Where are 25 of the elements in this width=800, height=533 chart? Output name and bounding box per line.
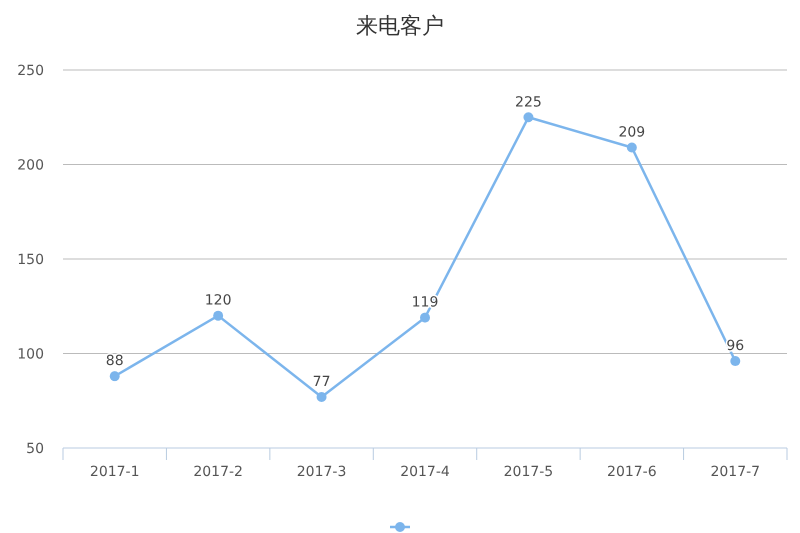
data-label: 88 — [106, 353, 124, 370]
point — [213, 310, 224, 321]
y-tick-label: 250 — [17, 63, 44, 79]
point — [110, 371, 120, 382]
x-tick-label: 2017-5 — [504, 464, 554, 480]
x-tick-label: 2017-6 — [607, 464, 657, 480]
chart-title: 来电客户 — [356, 14, 444, 39]
x-tick-label: 2017-1 — [90, 464, 140, 480]
point — [420, 312, 430, 323]
point — [316, 392, 327, 402]
point — [730, 356, 740, 366]
x-tick-label: 2017-3 — [296, 464, 346, 480]
x-tick-label: 2017-4 — [400, 464, 450, 480]
data-label: 225 — [515, 94, 542, 110]
y-tick-label: 50 — [26, 441, 44, 457]
y-tick-label: 200 — [17, 158, 44, 174]
point — [626, 142, 637, 152]
point — [523, 112, 534, 122]
x-tick-label: 2017-7 — [710, 464, 760, 480]
y-tick-label: 150 — [17, 252, 44, 268]
data-label: 77 — [312, 374, 330, 390]
data-label: 209 — [618, 124, 646, 140]
data-label: 120 — [204, 292, 232, 309]
x-tick-label: 2017-2 — [193, 464, 243, 480]
y-tick-label: 100 — [17, 346, 44, 362]
